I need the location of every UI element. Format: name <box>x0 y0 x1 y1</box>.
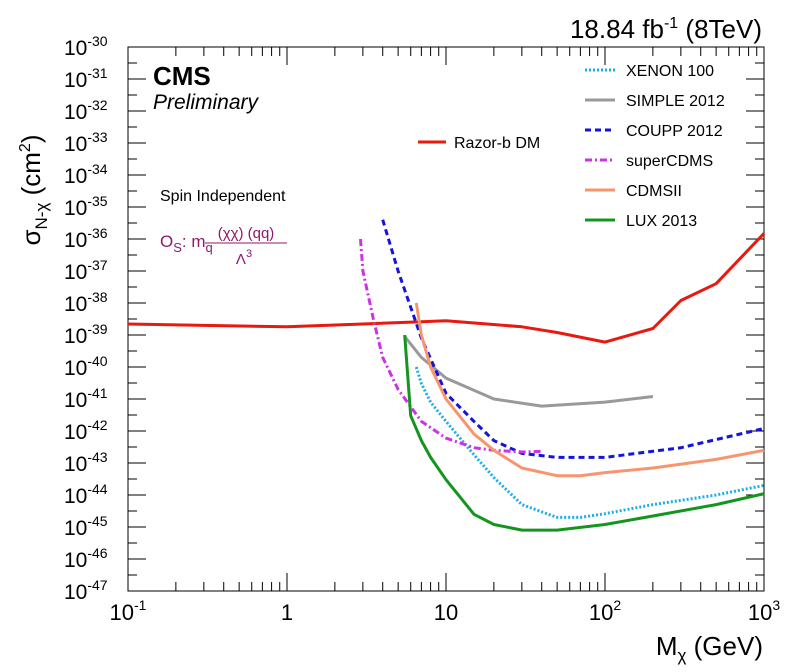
y-tick-label: 10-31 <box>64 65 108 92</box>
operator-formula: OS: mq (χχ) (qq) Λ3 <box>160 225 287 268</box>
y-tick-label: 10-42 <box>64 417 108 444</box>
y-tick-label: 10-30 <box>64 33 108 60</box>
y-axis-title: σN-χ (cm2) <box>16 134 51 245</box>
curve-simple-2012 <box>403 335 654 408</box>
legend-label: CDMSII <box>626 183 682 200</box>
spin-independent-label: Spin Independent <box>160 188 286 205</box>
curve-cdmsii <box>414 302 765 478</box>
legend: XENON 100 SIMPLE 2012 COUPP 2012 superCDMS C… <box>585 63 725 230</box>
y-tick-label: 10-47 <box>64 577 108 604</box>
operator-colon-mass: : m <box>182 232 206 251</box>
cms-label: CMS <box>153 61 211 91</box>
operator-quark-sub: q <box>206 240 213 255</box>
y-tick-label: 10-35 <box>64 193 108 220</box>
curve-xenon-100 <box>414 366 765 519</box>
y-tick-label: 10-37 <box>64 257 108 284</box>
y-tick-label: 10-36 <box>64 225 108 252</box>
luminosity-label: 18.84 fb-1 (8TeV) <box>570 14 762 44</box>
svg-text:Λ3: Λ3 <box>236 248 252 268</box>
y-tick-label: 10-38 <box>64 289 108 316</box>
x-tick-label: 10-1 <box>110 597 147 625</box>
legend-label: XENON 100 <box>626 63 714 80</box>
x-tick-label: 103 <box>748 597 780 625</box>
operator-symbol: O <box>160 232 173 251</box>
operator-den-exponent: 3 <box>246 248 252 260</box>
axes: 10-1 1 10 102 103 10-30 10-31 10-32 10-33 10-34 10… <box>64 33 780 625</box>
y-tick-label: 10-39 <box>64 321 108 348</box>
operator-subscript: S <box>173 240 182 255</box>
y-tick-label: 10-32 <box>64 97 108 124</box>
curve-coupp-2012 <box>381 219 765 459</box>
legend-razor: Razor-b DM <box>418 135 540 152</box>
x-tick-label: 1 <box>281 600 293 625</box>
legend-label: LUX 2013 <box>626 213 697 230</box>
operator-denominator: Λ <box>236 251 246 268</box>
operator-numerator: (χχ) (qq) <box>218 225 275 242</box>
legend-label: COUPP 2012 <box>626 123 723 140</box>
y-tick-label: 10-34 <box>64 161 108 188</box>
lumi-value: 18.84 fb <box>570 14 664 44</box>
lumi-exponent: -1 <box>664 15 678 32</box>
x-axis-title: Mχ (GeV) <box>656 631 763 665</box>
legend-label: Razor-b DM <box>454 135 540 152</box>
x-tick-label: 10 <box>434 600 458 625</box>
curves <box>127 219 766 532</box>
curve-lux-2013 <box>403 334 765 532</box>
y-tick-label: 10-40 <box>64 353 108 380</box>
y-tick-label: 10-41 <box>64 385 108 412</box>
energy-value: (8TeV) <box>678 14 762 44</box>
y-tick-label: 10-44 <box>64 481 108 508</box>
legend-label: superCDMS <box>626 153 713 170</box>
y-tick-label: 10-46 <box>64 545 108 572</box>
curve-supercdms <box>359 238 542 454</box>
curve-razor-b-dm <box>127 232 766 344</box>
preliminary-label: Preliminary <box>153 91 260 114</box>
legend-label: SIMPLE 2012 <box>626 93 725 110</box>
y-tick-label: 10-33 <box>64 129 108 156</box>
svg-text:OS: mq: OS: mq <box>160 232 213 255</box>
y-tick-label: 10-45 <box>64 513 108 540</box>
y-tick-label: 10-43 <box>64 449 108 476</box>
x-tick-label: 102 <box>589 597 621 625</box>
